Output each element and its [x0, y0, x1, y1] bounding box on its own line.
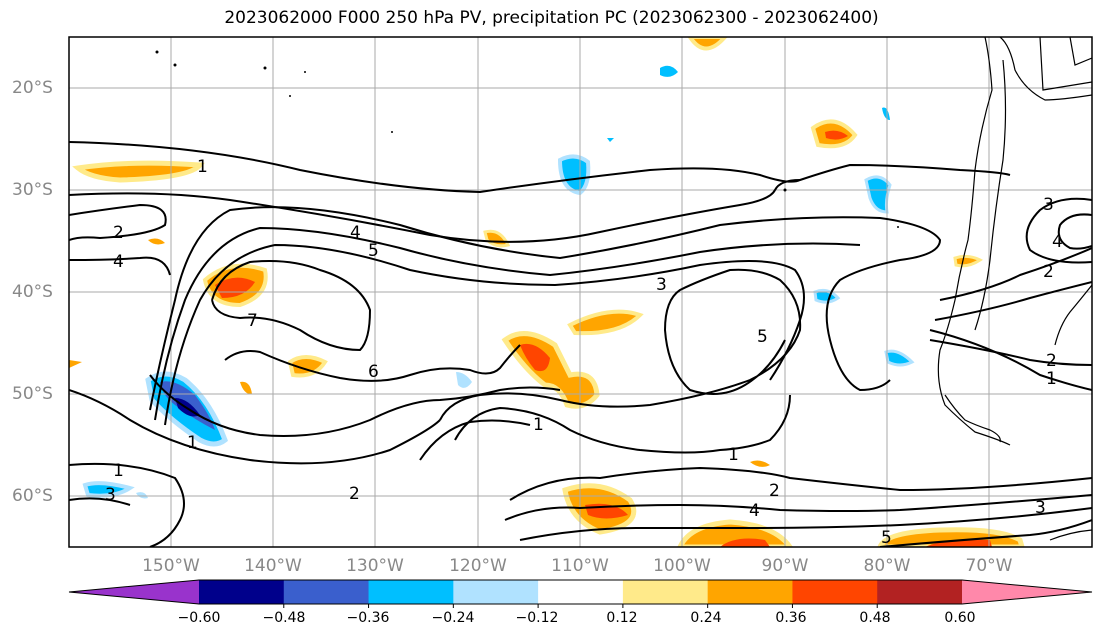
colorbar-segment — [877, 580, 963, 604]
map-frame — [68, 36, 1093, 548]
lat-label: 50°S — [12, 384, 53, 404]
lon-label: 110°W — [551, 556, 609, 576]
contour-label: 2 — [1043, 262, 1054, 282]
contour-label: 2 — [349, 484, 360, 504]
colorbar-outline — [68, 579, 1093, 605]
colorbar-tick-label: −0.36 — [346, 610, 390, 626]
contour-label: 6 — [368, 362, 379, 382]
colorbar-tick-label: −0.60 — [177, 610, 221, 626]
contour-label: 5 — [881, 528, 892, 548]
lon-label: 150°W — [142, 556, 200, 576]
lat-label: 30°S — [12, 180, 53, 200]
colorbar-extend-min — [69, 580, 199, 604]
lon-label: 140°W — [244, 556, 302, 576]
colorbar-segment — [199, 580, 285, 604]
contour-label: 4 — [749, 501, 760, 521]
lat-label: 20°S — [12, 78, 53, 98]
colorbar-segment — [283, 580, 370, 604]
colorbar-tick-label: 0.60 — [944, 610, 976, 626]
colorbar-extend-max — [962, 580, 1092, 604]
lon-label: 130°W — [346, 556, 404, 576]
lon-label: 100°W — [653, 556, 711, 576]
colorbar-segment — [622, 580, 709, 604]
colorbar-segment — [538, 580, 624, 604]
contour-label: 1 — [728, 445, 739, 465]
contour-label: 5 — [757, 327, 768, 347]
contour-label: 4 — [113, 252, 124, 272]
pv-contour-labels: 1 2 4 4 5 7 6 3 5 1 1 2 4 5 1 2 3 4 3 2 … — [105, 157, 1063, 548]
contour-label: 1 — [533, 415, 544, 435]
lon-label: 120°W — [449, 556, 507, 576]
contour-label: 3 — [1043, 195, 1054, 215]
contour-label: 4 — [1052, 232, 1063, 252]
colorbar-segment — [707, 580, 793, 604]
map-title: 2023062000 F000 250 hPa PV, precipitatio… — [224, 8, 879, 28]
islands — [155, 50, 899, 228]
colorbar-segment — [368, 580, 454, 604]
colorbar-segment — [792, 580, 878, 604]
lon-label: 90°W — [761, 556, 809, 576]
lon-label: 70°W — [965, 556, 1013, 576]
contour-label: 3 — [105, 485, 116, 505]
colorbar-tick-label: −0.12 — [515, 610, 559, 626]
contour-label: 2 — [769, 481, 780, 501]
colorbar-tick-label: 0.36 — [775, 610, 807, 626]
colorbar-segment — [453, 580, 539, 604]
colorbar-tick-label: 0.24 — [690, 610, 722, 626]
graticule — [69, 37, 1092, 547]
precip-positive-shading — [69, 37, 1025, 547]
contour-label: 1 — [1046, 369, 1057, 389]
pv-contours — [69, 141, 1092, 547]
contour-label: 4 — [350, 223, 361, 243]
contour-label: 1 — [197, 157, 208, 177]
lat-label: 60°S — [12, 486, 53, 506]
colorbar-tick-label: 0.48 — [859, 610, 891, 626]
contour-label: 1 — [113, 461, 124, 481]
colorbar-tick-label: −0.48 — [262, 610, 306, 626]
contour-label: 3 — [1035, 498, 1046, 518]
contour-label: 2 — [113, 223, 124, 243]
contour-label: 1 — [187, 433, 198, 453]
lat-label: 40°S — [12, 282, 53, 302]
lon-label: 80°W — [863, 556, 911, 576]
contour-label: 2 — [1046, 351, 1057, 371]
colorbar-tick-label: −0.24 — [431, 610, 475, 626]
colorbar-tick-label: 0.12 — [606, 610, 638, 626]
contour-label: 5 — [368, 241, 379, 261]
contour-label: 7 — [247, 311, 258, 331]
contour-label: 3 — [656, 275, 667, 295]
colorbar — [68, 579, 1093, 608]
